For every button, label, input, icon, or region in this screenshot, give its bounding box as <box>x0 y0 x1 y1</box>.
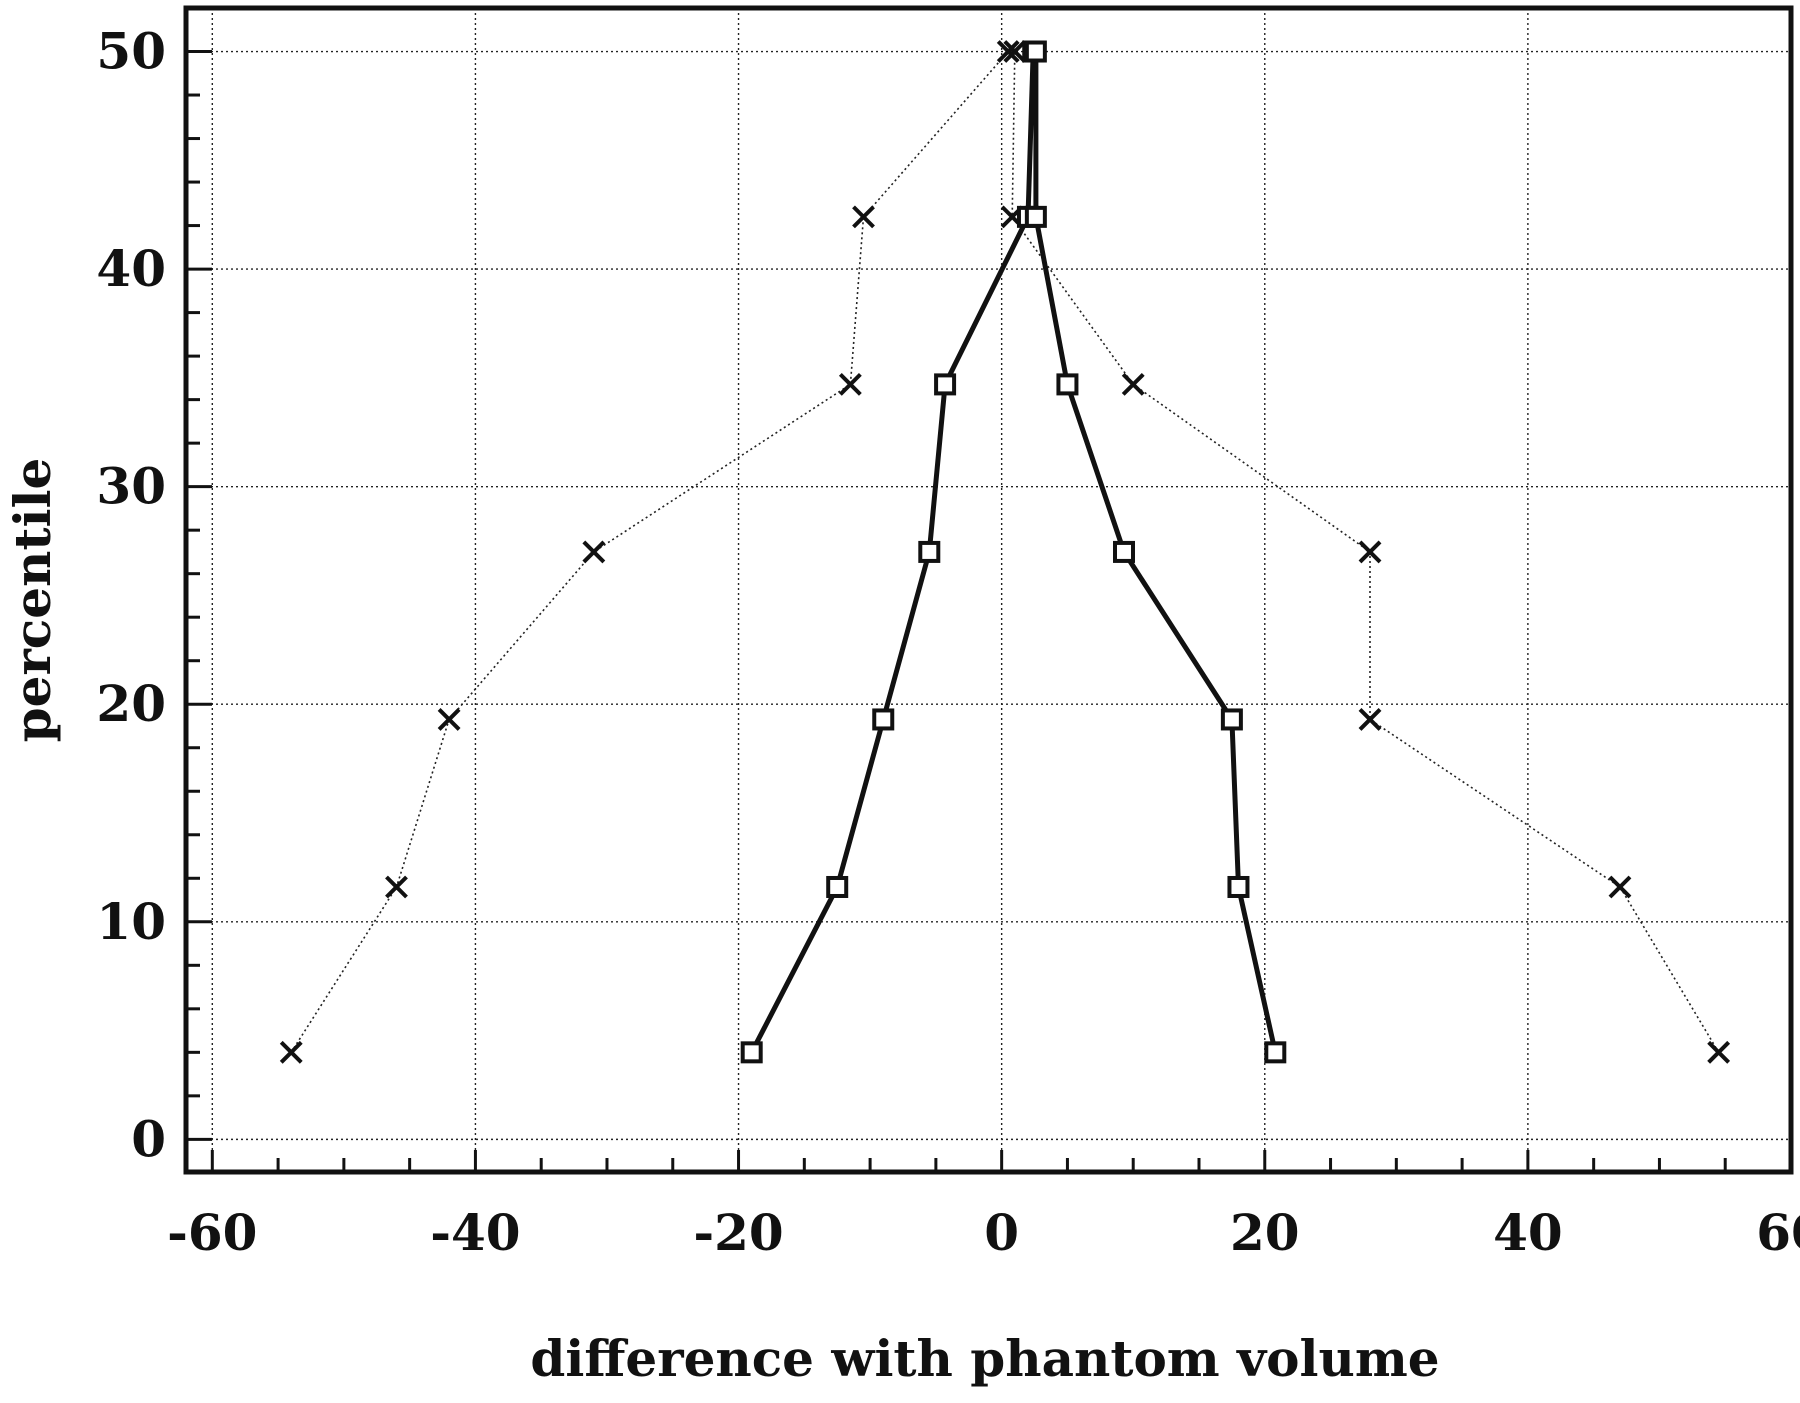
data-point-x-marker <box>385 875 408 899</box>
series-group <box>279 40 1731 1064</box>
x-tick-label: 20 <box>1230 1203 1300 1262</box>
x-tick-label: -60 <box>167 1203 257 1262</box>
x-marker-stroke <box>1358 540 1382 564</box>
data-point-square-marker <box>1024 40 1047 63</box>
x-marker-stroke <box>838 372 862 396</box>
y-tick-label: 40 <box>96 239 166 298</box>
x-marker-stroke <box>1003 40 1027 63</box>
y-tick-label: 10 <box>96 892 166 951</box>
data-point-square-marker <box>1056 373 1079 396</box>
y-tick-label: 50 <box>96 22 166 81</box>
data-point-x-marker <box>1358 708 1382 731</box>
x-marker-stroke <box>852 205 875 229</box>
x-tick-label: -40 <box>430 1203 520 1262</box>
x-marker-stroke <box>1121 372 1145 396</box>
x-marker-stroke <box>1608 875 1632 899</box>
data-point-square-marker <box>1264 1041 1287 1064</box>
y-axis-title: percentile <box>3 458 62 743</box>
data-point-x-marker <box>1707 1040 1731 1064</box>
data-point-square-marker <box>1113 540 1136 563</box>
data-point-square-marker <box>918 540 941 563</box>
x-marker-stroke <box>279 1040 303 1064</box>
y-tick-label: 0 <box>131 1109 166 1168</box>
data-point-x-marker <box>852 205 875 229</box>
data-point-x-marker <box>996 40 1020 63</box>
grid <box>186 8 1792 1172</box>
x-marker-stroke <box>385 875 408 899</box>
x-axis-title: difference with phantom volume <box>530 1329 1439 1388</box>
x-marker-stroke <box>437 708 461 731</box>
data-point-x-marker <box>1358 540 1382 564</box>
data-point-square-marker <box>1024 205 1047 228</box>
axis-ticks <box>186 50 1793 1172</box>
x-marker-stroke <box>1707 1040 1731 1064</box>
x-tick-label: -20 <box>693 1203 783 1262</box>
data-point-x-marker <box>582 540 606 564</box>
data-point-square-marker <box>872 708 895 731</box>
x-marker-stroke <box>1358 708 1382 731</box>
series-1-line <box>290 50 1720 1053</box>
x-tick-label: 0 <box>984 1203 1019 1262</box>
x-marker-stroke <box>996 40 1020 63</box>
data-point-square-marker <box>1227 875 1250 898</box>
x-tick-labels: -60 -40 -20 0 20 40 60 <box>167 1203 1800 1262</box>
data-point-x-marker <box>838 372 862 396</box>
x-tick-label: 40 <box>1493 1203 1563 1262</box>
data-point-x-marker <box>1608 875 1632 899</box>
y-tick-label: 20 <box>96 674 166 733</box>
data-point-square-marker <box>826 875 849 898</box>
data-point-square-marker <box>1220 708 1243 731</box>
x-tick-label: 60 <box>1756 1203 1800 1262</box>
series-2-line <box>749 49 1278 1054</box>
y-tick-labels: 0 10 20 30 40 50 <box>96 22 166 1169</box>
data-point-x-marker <box>437 708 461 731</box>
data-point-x-marker <box>1003 40 1027 63</box>
plot-frame <box>183 5 1794 1175</box>
data-point-square-marker <box>740 1041 763 1064</box>
data-point-square-marker <box>934 373 957 396</box>
data-point-x-marker <box>1121 372 1145 396</box>
data-point-x-marker <box>279 1040 303 1064</box>
x-marker-stroke <box>582 540 606 564</box>
y-tick-label: 30 <box>96 457 166 516</box>
